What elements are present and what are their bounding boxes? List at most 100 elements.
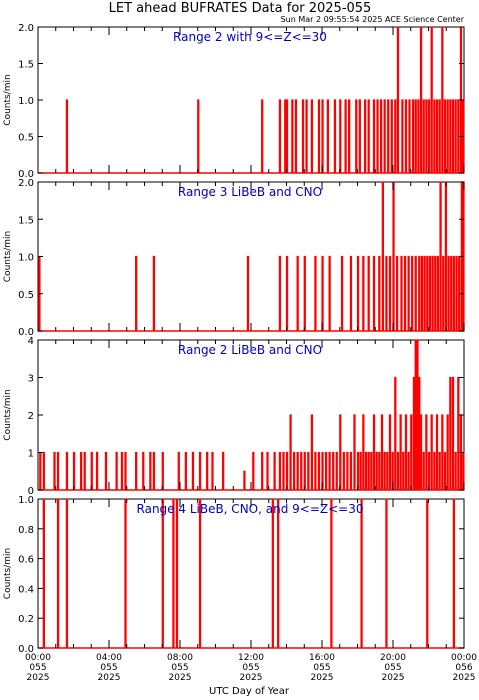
data-point — [303, 451, 306, 490]
x-tick-label: 055 — [29, 663, 46, 673]
data-point — [385, 255, 388, 331]
y-axis-label: Counts/min — [3, 74, 13, 125]
data-point — [433, 451, 436, 490]
data-point — [314, 255, 317, 331]
data-point — [426, 498, 429, 648]
data-point — [399, 414, 402, 490]
data-point — [438, 451, 441, 490]
data-point — [152, 255, 156, 331]
data-point — [104, 451, 108, 490]
data-point — [266, 451, 269, 490]
data-point — [359, 451, 362, 490]
data-point — [278, 99, 282, 173]
data-point — [385, 498, 388, 648]
data-point — [172, 498, 175, 648]
data-point — [284, 99, 287, 173]
data-point — [428, 255, 432, 331]
data-point — [344, 99, 347, 173]
data-point — [90, 451, 93, 490]
data-point — [447, 255, 450, 331]
data-point — [120, 451, 124, 490]
data-point — [420, 255, 424, 331]
data-point — [379, 99, 383, 173]
data-point — [261, 451, 264, 490]
y-axis-label: Counts/min — [3, 548, 13, 599]
data-point — [370, 451, 373, 490]
data-point — [124, 451, 127, 490]
data-point — [451, 99, 455, 173]
data-point — [303, 255, 306, 331]
data-point — [184, 451, 187, 490]
data-point — [414, 99, 417, 173]
data-point — [42, 498, 45, 648]
data-point — [375, 451, 378, 490]
data-point — [418, 376, 421, 490]
data-point — [305, 99, 308, 173]
data-point — [355, 99, 358, 173]
x-tick-label: 16:00 — [309, 653, 335, 663]
data-point — [372, 255, 376, 331]
data-point — [285, 255, 289, 331]
data-point — [411, 99, 415, 173]
data-point — [425, 414, 428, 490]
data-point — [367, 255, 370, 331]
data-point — [422, 451, 425, 490]
data-point — [401, 99, 404, 173]
data-point — [431, 255, 434, 331]
data-point — [452, 255, 456, 331]
data-point — [396, 26, 400, 173]
data-point — [56, 451, 60, 490]
data-point — [356, 255, 360, 331]
data-point — [349, 255, 353, 331]
data-point — [289, 414, 292, 490]
data-trace — [38, 339, 465, 491]
data-point — [72, 451, 76, 490]
data-point — [438, 99, 441, 173]
data-point — [149, 451, 152, 490]
data-point — [346, 451, 349, 490]
timestamp: Sun Mar 2 09:55:54 2025 ACE Science Cent… — [281, 15, 465, 24]
data-point — [427, 451, 431, 490]
data-point — [135, 255, 138, 331]
data-point — [95, 451, 99, 490]
panel-3: 0 1 2 3 4 Counts/min Range 2 LiBeB and CNO — [3, 336, 465, 497]
data-point — [443, 451, 447, 490]
data-point — [394, 376, 397, 490]
data-point — [372, 99, 376, 173]
data-point — [342, 451, 345, 490]
data-point — [332, 451, 335, 490]
data-point — [285, 451, 289, 490]
data-point — [243, 470, 246, 490]
data-point — [362, 255, 365, 331]
x-tick-label: 056 — [455, 663, 472, 673]
data-point — [391, 451, 394, 490]
data-point — [430, 26, 433, 173]
data-point — [414, 255, 417, 331]
data-point — [115, 451, 118, 490]
data-point — [457, 99, 460, 173]
data-point — [273, 451, 276, 490]
y-tick-label: 0.5 — [18, 290, 34, 301]
data-point — [425, 99, 428, 173]
data-point — [380, 414, 384, 490]
data-point — [296, 255, 299, 331]
data-point — [328, 451, 331, 490]
data-point — [278, 451, 282, 490]
data-point — [246, 255, 250, 331]
data-point — [386, 451, 389, 490]
data-point — [433, 99, 436, 173]
data-point — [412, 376, 416, 490]
data-point — [376, 99, 379, 173]
data-point — [367, 451, 370, 490]
data-point — [65, 99, 69, 173]
data-point — [402, 451, 405, 490]
x-tick-labels: 00:00055202504:00055202508:00055202512:0… — [25, 653, 477, 683]
data-point — [348, 99, 351, 173]
x-tick-label: 055 — [242, 663, 259, 673]
data-point — [378, 255, 381, 331]
data-point — [404, 99, 408, 173]
data-point — [261, 99, 264, 173]
data-point — [360, 498, 363, 648]
y-tick-label: 0.0 — [18, 169, 34, 180]
data-point — [417, 99, 420, 173]
